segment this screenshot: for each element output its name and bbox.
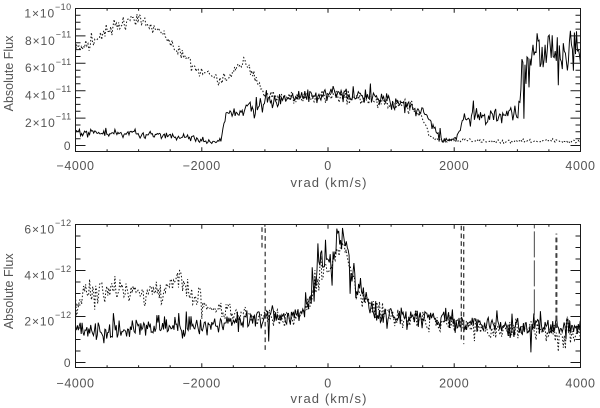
svg-text:−2000: −2000 bbox=[183, 159, 221, 173]
svg-text:0: 0 bbox=[324, 159, 332, 173]
svg-text:2000: 2000 bbox=[439, 159, 469, 173]
svg-text:Absolute Flux: Absolute Flux bbox=[2, 253, 16, 329]
svg-text:vrad (km/s): vrad (km/s) bbox=[290, 391, 367, 406]
svg-text:2000: 2000 bbox=[439, 376, 469, 390]
svg-text:0: 0 bbox=[64, 356, 72, 370]
svg-text:0: 0 bbox=[64, 139, 72, 153]
svg-text:vrad (km/s): vrad (km/s) bbox=[290, 175, 367, 190]
svg-text:0: 0 bbox=[324, 376, 332, 390]
svg-text:−4000: −4000 bbox=[56, 159, 94, 173]
svg-text:Absolute Flux: Absolute Flux bbox=[2, 35, 16, 111]
svg-text:4000: 4000 bbox=[565, 159, 595, 173]
svg-text:4000: 4000 bbox=[565, 376, 595, 390]
svg-text:−4000: −4000 bbox=[56, 376, 94, 390]
svg-text:−2000: −2000 bbox=[183, 376, 221, 390]
